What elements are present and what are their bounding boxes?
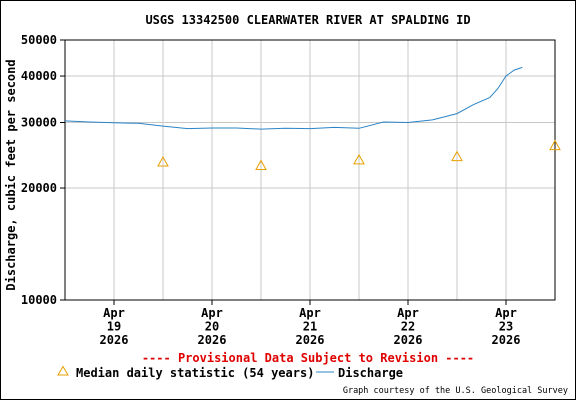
median-marker [255,159,267,170]
median-marker [157,155,169,167]
x-tick-label: 20 [205,320,219,334]
provisional-notice: ---- Provisional Data Subject to Revisio… [142,351,474,365]
series-layer [64,66,561,170]
x-tick-label: Apr [103,306,125,320]
x-tick-label: 2026 [492,333,521,347]
legend-triangle-icon [57,365,69,376]
x-tick-label: 2026 [296,333,325,347]
legend: Median daily statistic (54 years) Discha… [57,365,403,380]
median-marker [451,150,463,162]
chart-title: USGS 13342500 CLEARWATER RIVER AT SPALDI… [145,13,470,27]
x-axis: Apr192026Apr202026Apr212026Apr222026Apr2… [100,300,521,347]
median-marker [549,139,561,151]
y-tick-label: 50000 [21,33,57,47]
x-tick-label: Apr [495,306,517,320]
x-tick-label: 2026 [394,333,423,347]
y-tick-label: 20000 [21,181,57,195]
x-tick-label: Apr [397,306,419,320]
legend-label-median: Median daily statistic (54 years) [76,366,314,380]
y-axis: 10000 20000 30000 40000 50000 [21,33,65,307]
y-tick-label: 40000 [21,69,57,83]
y-tick-label: 30000 [21,116,57,130]
x-tick-label: 21 [303,320,317,334]
graph-credit: Graph courtesy of the U.S. Geological Su… [343,386,568,396]
y-tick-label: 10000 [21,293,57,307]
x-tick-label: 23 [499,320,513,334]
legend-label-discharge: Discharge [338,366,403,380]
x-tick-label: Apr [201,306,223,320]
x-tick-label: 2026 [198,333,227,347]
x-tick-label: 2026 [100,333,129,347]
y-axis-label: Discharge, cubic feet per second [4,59,18,290]
median-marker [353,153,365,165]
grid-lines [65,40,555,300]
x-tick-label: 22 [401,320,415,334]
x-tick-label: 19 [107,320,121,334]
discharge-line [64,66,523,130]
x-tick-label: Apr [299,306,321,320]
